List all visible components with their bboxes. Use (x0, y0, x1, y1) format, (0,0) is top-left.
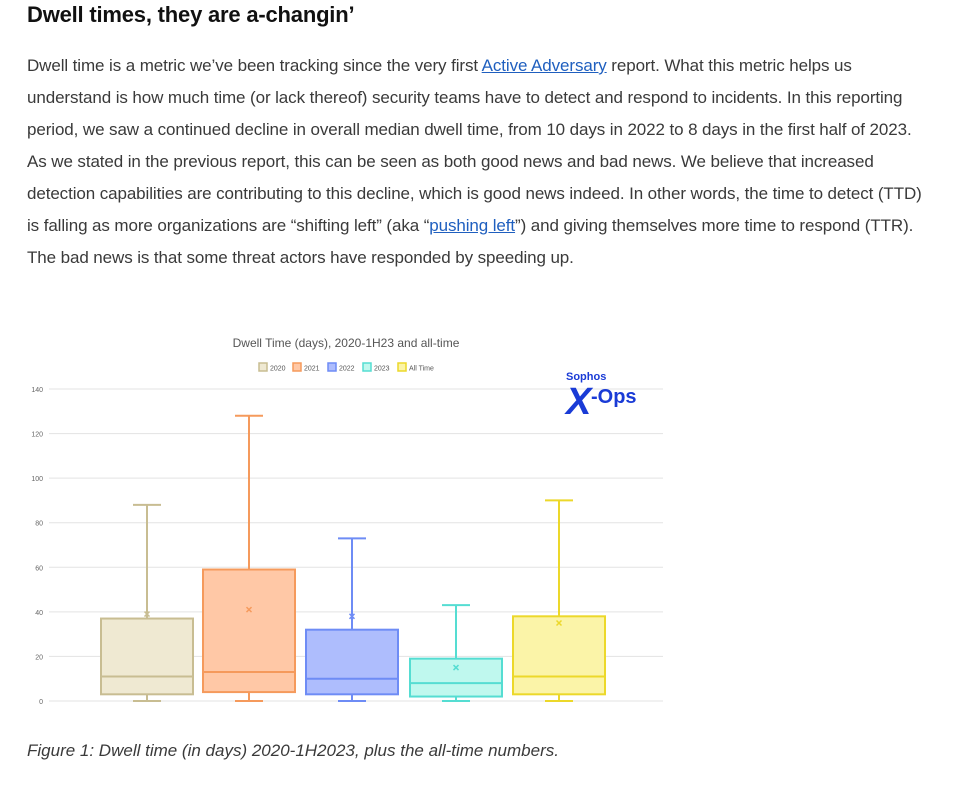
mean-marker (245, 606, 253, 613)
chart-legend: 2020 2021 2022 2023 All Time (258, 362, 434, 373)
active-adversary-link[interactable]: Active Adversary (481, 56, 607, 75)
sophos-xops-logo: Sophos X -Ops (564, 371, 637, 423)
mean-marker (143, 611, 151, 618)
logo-x-text: X (564, 381, 594, 423)
dwell-time-chart: Dwell Time (days), 2020-1H23 and all-tim… (31, 336, 663, 706)
y-tick-label: 0 (39, 699, 43, 706)
legend-label: 2020 (270, 366, 286, 373)
legend-label: 2023 (374, 366, 390, 373)
iqr-box (100, 617, 194, 696)
iqr-box (202, 568, 296, 694)
paragraph-text-1: Dwell time is a metric we’ve been tracki… (27, 56, 482, 75)
legend-swatch (258, 362, 268, 372)
box-all-time (512, 499, 606, 702)
mean-marker (555, 619, 563, 627)
legend-swatch (397, 362, 407, 372)
box-2021 (202, 414, 296, 702)
logo-sophos-text: Sophos (566, 371, 606, 383)
legend-swatch (292, 362, 302, 372)
y-tick-label: 100 (31, 476, 43, 483)
box-2023 (409, 604, 503, 702)
pushing-left-link[interactable]: pushing left (429, 216, 516, 235)
chart-title: Dwell Time (days), 2020-1H23 and all-tim… (233, 336, 460, 350)
legend-label: 2022 (339, 366, 355, 373)
dwell-time-figure: Dwell Time (days), 2020-1H23 and all-tim… (0, 325, 956, 725)
mean-marker (348, 613, 356, 620)
figure-caption: Figure 1: Dwell time (in days) 2020-1H20… (27, 741, 559, 760)
paragraph-text-2: report. What this metric helps us unders… (27, 56, 922, 235)
iqr-box (512, 615, 606, 696)
mean-marker (452, 664, 460, 671)
box-2020 (100, 503, 194, 702)
iqr-box (305, 628, 399, 696)
y-tick-label: 120 (31, 432, 43, 439)
y-tick-label: 40 (35, 610, 43, 617)
box-2022 (305, 537, 399, 702)
body-paragraph: Dwell time is a metric we’ve been tracki… (27, 50, 932, 274)
y-tick-label: 80 (35, 521, 43, 528)
paragraph-text-3: ”) and giving themselves more time to re… (27, 216, 914, 267)
y-tick-label: 60 (35, 565, 43, 572)
legend-label: All Time (409, 366, 434, 373)
box-series (100, 414, 606, 702)
y-tick-label: 140 (31, 387, 43, 394)
logo-ops-text: -Ops (591, 386, 637, 408)
legend-swatch (327, 362, 337, 372)
section-heading: Dwell times, they are a-changin’ (27, 2, 355, 27)
legend-swatch (362, 362, 372, 372)
iqr-box (409, 657, 503, 698)
legend-label: 2021 (304, 366, 320, 373)
y-axis-ticks: 0 20 40 60 80 100 120 140 (31, 387, 43, 706)
y-tick-label: 20 (35, 654, 43, 661)
